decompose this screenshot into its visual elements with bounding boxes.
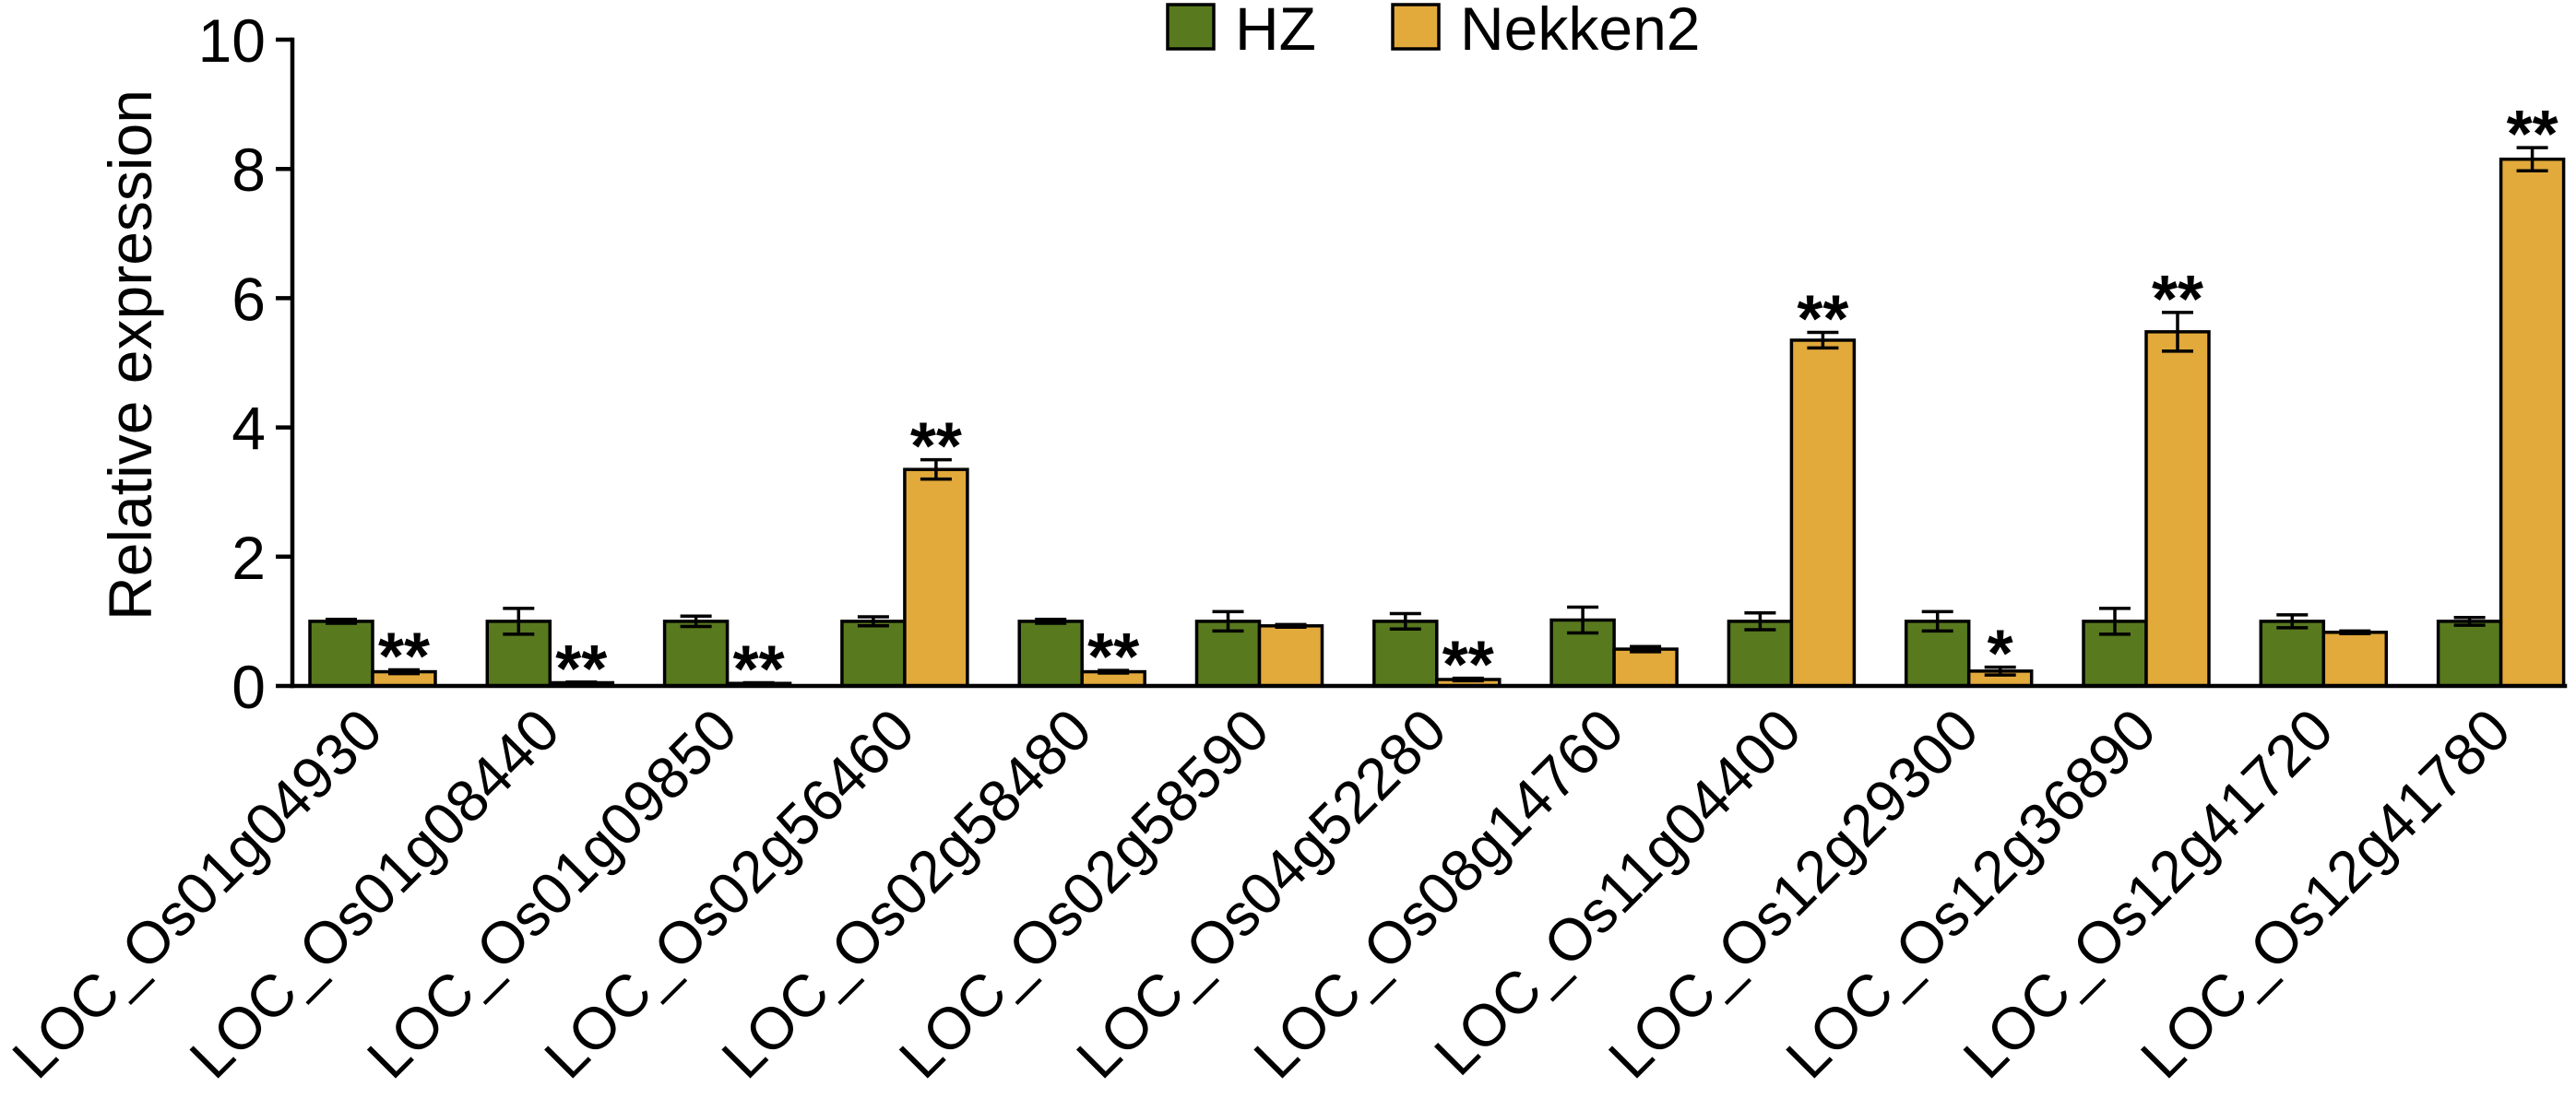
nekken2-error-bar-loc-os12g29300 (1984, 665, 2016, 677)
nekken2-error-bar-loc-os02g58590 (1275, 622, 1307, 629)
hz-error-bar-loc-os01g04930 (326, 618, 357, 625)
hz-bar-loc-os11g04400 (1727, 620, 1794, 688)
hz-error-bar-loc-os11g04400 (1744, 611, 1776, 632)
y-axis-title: Relative expression (96, 89, 164, 620)
nekken2-error-bar-loc-os11g04400 (1807, 330, 1839, 350)
nekken2-error-bar-loc-os08g14760 (1630, 644, 1662, 654)
significance-marker: ** (910, 410, 962, 484)
nekken2-error-bar-loc-os01g09850 (742, 680, 775, 686)
hz-error-bar-loc-os12g29300 (1921, 609, 1953, 633)
y-tick-label: 10 (198, 6, 266, 75)
nekken2-error-bar-loc-os12g41780 (2516, 146, 2548, 173)
nekken2-error-bar-loc-os12g41720 (2339, 629, 2371, 635)
nekken2-error-bar-loc-os04g52280 (1452, 676, 1484, 683)
y-tick-label: 2 (231, 524, 266, 592)
y-tick-label: 4 (231, 395, 266, 463)
nekken2-bar-loc-os12g41720 (2321, 631, 2389, 688)
significance-marker: ** (1797, 283, 1848, 357)
nekken2-bar-loc-os02g56460 (903, 467, 969, 688)
bars-layer (308, 157, 2566, 688)
hz-error-bar-loc-os12g41780 (2453, 615, 2486, 627)
hz-error-bar-loc-os02g58590 (1212, 609, 1244, 633)
hz-error-bar-loc-os08g14760 (1567, 605, 1599, 635)
hz-error-bar-loc-os02g58480 (1035, 618, 1067, 625)
hz-error-bar-loc-os01g09850 (680, 614, 712, 629)
hz-error-bar-loc-os02g56460 (857, 615, 889, 628)
legend-label-nekken2: Nekken2 (1460, 0, 1701, 63)
significance-marker: ** (733, 632, 785, 706)
nekken2-error-bar-loc-os02g58480 (1098, 668, 1130, 675)
hz-bar-loc-os02g56460 (840, 620, 907, 688)
y-tick-label: 0 (231, 653, 266, 721)
y-tick-label: 6 (231, 265, 266, 333)
legend: HZ Nekken2 (1166, 0, 1701, 63)
legend-label-hz: HZ (1235, 0, 1316, 63)
hz-error-bar-loc-os01g08440 (503, 607, 535, 636)
significance-marker: ** (2507, 98, 2558, 171)
nekken2-error-bar-loc-os01g08440 (565, 680, 598, 685)
nekken2-error-bar-loc-os01g04930 (388, 668, 420, 676)
hz-error-bar-loc-os12g36890 (2099, 607, 2131, 636)
hz-bar-loc-os12g41780 (2436, 620, 2503, 688)
nekken2-bar-loc-os12g36890 (2144, 330, 2211, 688)
hz-error-bar-loc-os12g41720 (2276, 613, 2309, 630)
hz-bar-loc-os12g41720 (2259, 620, 2326, 688)
legend-swatch-nekken2 (1391, 3, 1441, 51)
nekken2-bar-loc-os08g14760 (1612, 647, 1679, 688)
hz-bar-loc-os04g52280 (1372, 620, 1439, 688)
significance-marker: * (1988, 618, 2013, 691)
nekken2-bar-loc-os12g41780 (2499, 157, 2566, 688)
error-bars-layer (326, 146, 2548, 686)
significance-marker: ** (2152, 263, 2203, 337)
hz-bar-loc-os01g09850 (662, 620, 730, 688)
legend-swatch-hz (1166, 3, 1216, 51)
hz-error-bar-loc-os04g52280 (1389, 611, 1421, 632)
nekken2-bar-loc-os02g58590 (1257, 624, 1324, 688)
hz-bar-loc-os01g04930 (308, 620, 374, 688)
significance-marker: ** (1442, 629, 1494, 703)
significance-marker: ** (555, 632, 607, 706)
hz-bar-loc-os02g58480 (1017, 620, 1084, 688)
y-tick-label: 8 (231, 136, 266, 204)
nekken2-bar-loc-os11g04400 (1789, 338, 1857, 688)
nekken2-error-bar-loc-os02g56460 (920, 457, 952, 481)
axes-layer (276, 37, 2568, 689)
significance-marker: ** (378, 620, 430, 693)
nekken2-error-bar-loc-os12g36890 (2162, 311, 2193, 353)
significance-marker: ** (1087, 620, 1139, 694)
